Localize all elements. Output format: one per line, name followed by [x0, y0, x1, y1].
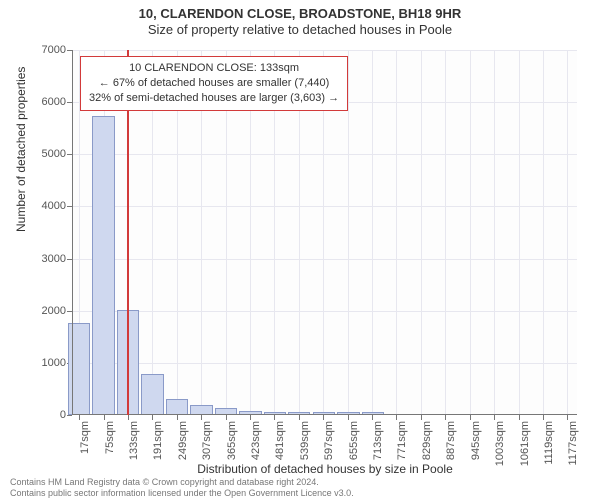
histogram-bar: [141, 374, 163, 415]
x-tick-mark: [177, 415, 178, 420]
x-tick-mark: [519, 415, 520, 420]
x-tick-mark: [128, 415, 129, 420]
gridline-v: [421, 50, 422, 415]
info-box-line: ← 67% of detached houses are smaller (7,…: [89, 76, 339, 91]
gridline-v: [567, 50, 568, 415]
x-tick-mark: [470, 415, 471, 420]
gridline-h: [72, 206, 577, 207]
x-axis-line: [72, 414, 577, 415]
y-axis-label: Number of detached properties: [14, 67, 28, 232]
gridline-v: [372, 50, 373, 415]
x-tick-mark: [372, 415, 373, 420]
x-tick-mark: [299, 415, 300, 420]
gridline-h: [72, 50, 577, 51]
x-tick-mark: [104, 415, 105, 420]
gridline-v: [494, 50, 495, 415]
x-tick-mark: [445, 415, 446, 420]
gridline-v: [543, 50, 544, 415]
x-tick-mark: [543, 415, 544, 420]
plot-area: 0100020003000400050006000700017sqm75sqm1…: [72, 50, 577, 415]
x-axis-label: Distribution of detached houses by size …: [0, 462, 600, 476]
gridline-v: [396, 50, 397, 415]
x-tick-mark: [421, 415, 422, 420]
gridline-h: [72, 154, 577, 155]
gridline-v: [445, 50, 446, 415]
info-box: 10 CLARENDON CLOSE: 133sqm← 67% of detac…: [80, 56, 348, 111]
x-tick-mark: [201, 415, 202, 420]
page-title: 10, CLARENDON CLOSE, BROADSTONE, BH18 9H…: [0, 6, 600, 22]
info-box-line: 32% of semi-detached houses are larger (…: [89, 91, 339, 106]
gridline-h: [72, 259, 577, 260]
x-tick-mark: [348, 415, 349, 420]
histogram-bar: [166, 399, 188, 415]
copyright-notice: Contains HM Land Registry data © Crown c…: [10, 477, 354, 499]
x-tick-mark: [494, 415, 495, 420]
chart-region: 0100020003000400050006000700017sqm75sqm1…: [72, 50, 577, 415]
info-box-line: 10 CLARENDON CLOSE: 133sqm: [89, 61, 339, 76]
histogram-bar: [92, 116, 114, 415]
x-tick-mark: [396, 415, 397, 420]
y-axis-line: [72, 50, 73, 415]
x-tick-mark: [79, 415, 80, 420]
gridline-h: [72, 363, 577, 364]
gridline-v: [519, 50, 520, 415]
page-subtitle: Size of property relative to detached ho…: [0, 22, 600, 38]
x-tick-mark: [274, 415, 275, 420]
x-tick-mark: [250, 415, 251, 420]
y-tick-mark: [67, 415, 72, 416]
x-tick-mark: [567, 415, 568, 420]
gridline-v: [470, 50, 471, 415]
x-tick-mark: [152, 415, 153, 420]
x-tick-mark: [226, 415, 227, 420]
x-tick-mark: [323, 415, 324, 420]
gridline-h: [72, 311, 577, 312]
